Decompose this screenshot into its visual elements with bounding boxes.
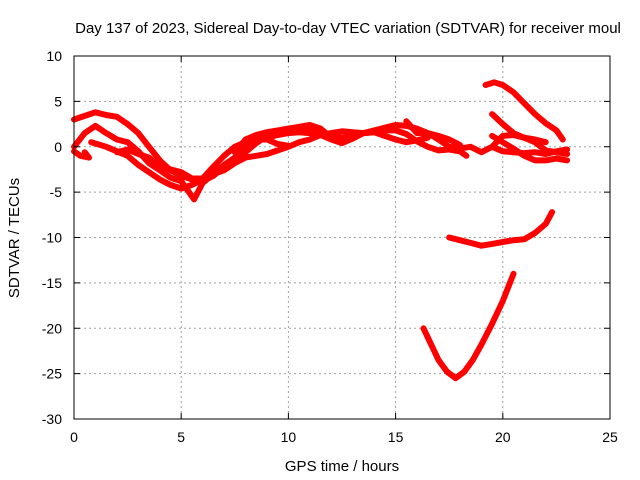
y-tick-label: -25 <box>42 366 62 382</box>
y-tick-label: 0 <box>54 139 62 155</box>
y-tick-label: -10 <box>42 230 62 246</box>
series-track-12 <box>446 209 556 249</box>
y-tick-label: -5 <box>50 184 63 200</box>
x-tick-label: 20 <box>495 429 511 445</box>
series-track-13 <box>420 270 517 382</box>
y-tick-label: -15 <box>42 275 62 291</box>
series-track-5 <box>113 136 292 182</box>
x-axis-label: GPS time / hours <box>285 458 399 475</box>
y-tick-label: 10 <box>46 48 62 64</box>
y-tick-label: -30 <box>42 411 62 427</box>
y-tick-label: 5 <box>54 93 62 109</box>
series-track-6 <box>231 122 335 156</box>
series-track-10 <box>489 111 549 146</box>
x-tick-label: 5 <box>177 429 185 445</box>
series-track-4 <box>88 128 431 192</box>
x-tick-label: 15 <box>388 429 404 445</box>
tick-layer: 0 5 10 15 20 25 -30 -25 -20 -15 -10 -5 0 5 10 <box>42 48 618 445</box>
series-track-8 <box>489 143 571 157</box>
x-tick-label: 0 <box>70 429 78 445</box>
series-track-9 <box>489 132 571 164</box>
y-tick-label: -20 <box>42 320 62 336</box>
chart-title: Day 137 of 2023, Sidereal Day-to-day VTE… <box>75 20 621 37</box>
series-layer <box>71 79 571 382</box>
series-track-7 <box>403 118 571 157</box>
series-track-11 <box>482 79 566 143</box>
y-axis-label: SDTVAR / TECUs <box>6 178 23 298</box>
x-tick-label: 10 <box>281 429 297 445</box>
series-track-3 <box>71 148 92 161</box>
x-tick-label: 25 <box>602 429 618 445</box>
